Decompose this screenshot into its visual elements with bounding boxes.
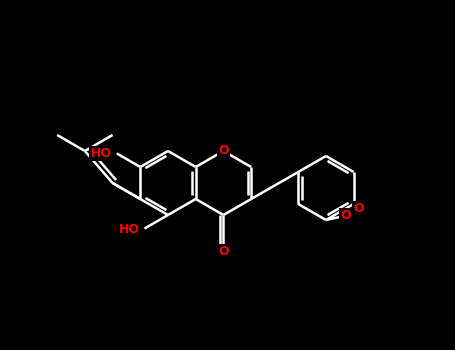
Text: O: O [218, 245, 229, 258]
Text: HO: HO [91, 147, 112, 160]
Text: O: O [341, 209, 351, 222]
Text: HO: HO [118, 223, 139, 236]
Text: O: O [218, 144, 229, 156]
Text: O: O [353, 202, 364, 215]
